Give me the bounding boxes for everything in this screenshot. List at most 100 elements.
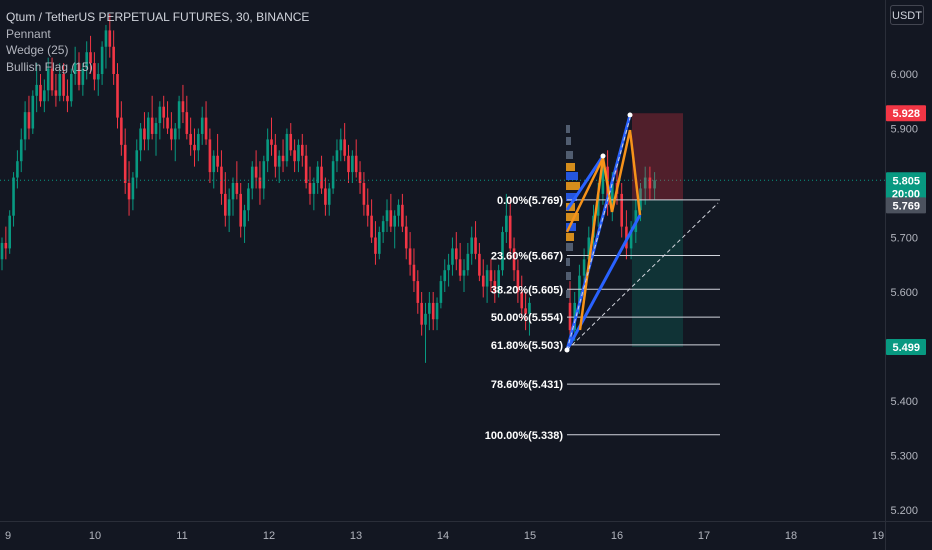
pattern-pennant-leg [628, 129, 642, 216]
candle [177, 101, 181, 129]
candle [331, 161, 335, 189]
volume-profile-bar [566, 182, 580, 190]
candle [362, 183, 366, 205]
pattern-flag-top [565, 155, 605, 211]
candle [512, 248, 516, 271]
pattern-pennant-leg [578, 157, 605, 331]
pattern-pennant-leg [610, 129, 632, 213]
candle [451, 248, 454, 265]
candle [197, 133, 200, 151]
currency-selector[interactable]: USDT [890, 5, 924, 25]
candle [596, 193, 600, 216]
candle [104, 30, 108, 47]
candle [127, 183, 131, 200]
candle [520, 292, 524, 309]
x-tick-label: 13 [350, 530, 362, 542]
price-tag-label: 5.499 [892, 342, 920, 354]
candle [116, 74, 119, 118]
price-tag [886, 197, 926, 214]
candle [516, 270, 520, 292]
candle [12, 177, 15, 216]
candle [277, 155, 281, 167]
fib-level-label: 78.60%(5.431) [491, 379, 563, 391]
candle [648, 177, 652, 189]
y-tick-label: 5.400 [890, 396, 918, 408]
indicator-pennant[interactable]: Pennant [6, 26, 51, 41]
candle [150, 117, 154, 134]
candle [474, 237, 477, 254]
candle [378, 232, 381, 254]
volume-profile-bar [566, 233, 574, 241]
y-tick-label: 5.200 [890, 505, 918, 517]
x-tick-label: 10 [89, 530, 101, 542]
candle [35, 84, 38, 96]
candle [112, 46, 115, 74]
candle [123, 144, 127, 183]
candle [147, 117, 150, 140]
volume-profile-bar [566, 151, 573, 159]
price-tag [886, 172, 926, 189]
candle [568, 302, 572, 331]
candle [381, 221, 385, 233]
pattern-dashed-trend [566, 117, 631, 351]
y-tick-label: 5.300 [890, 451, 918, 463]
candle [243, 210, 246, 227]
candle [420, 302, 423, 325]
candle [466, 253, 470, 271]
candle [85, 52, 88, 69]
candle [235, 183, 239, 194]
candle [54, 90, 58, 96]
candle [39, 84, 42, 102]
fib-level-label: 0.00%(5.769) [497, 195, 563, 207]
candle [200, 117, 204, 134]
candle [404, 226, 408, 249]
x-tick-label: 14 [437, 530, 449, 542]
x-tick-label: 16 [611, 530, 623, 542]
candle [385, 210, 389, 222]
candle [270, 139, 273, 145]
candle [316, 166, 319, 183]
candle [435, 302, 439, 320]
candle [31, 95, 35, 129]
candle [611, 183, 614, 205]
candle [274, 144, 277, 167]
candle [162, 106, 165, 118]
fib-level-label: 23.60%(5.667) [491, 250, 563, 262]
candle [293, 150, 296, 162]
x-tick-label: 11 [176, 530, 187, 542]
price-tag [886, 339, 926, 356]
candle [304, 155, 308, 183]
indicator-bullish-flag[interactable]: Bullish Flag (15) [6, 59, 93, 74]
drawings-layer: 0.00%(5.769) 23.60%(5.667) 38.20%(5.605) 50… [0, 112, 885, 442]
candle [77, 63, 81, 85]
symbol-title[interactable]: Qtum / TetherUS PERPETUAL FUTURES, 30, B… [6, 10, 310, 24]
candle [70, 74, 73, 102]
candle [481, 275, 485, 287]
candle [297, 144, 300, 162]
candle [312, 183, 316, 194]
candle [139, 128, 142, 151]
candle [493, 281, 497, 292]
candle [216, 155, 219, 167]
candle [258, 177, 262, 189]
candle [308, 183, 312, 194]
candle [120, 117, 123, 145]
indicator-wedge[interactable]: Wedge (25) [6, 43, 69, 57]
fib-level-label: 50.00%(5.554) [491, 312, 563, 324]
x-tick-label: 9 [5, 530, 11, 542]
candle [501, 232, 504, 271]
candle [431, 302, 435, 320]
candle [366, 204, 370, 216]
candle [497, 270, 500, 292]
pattern-wedge-lower [565, 214, 642, 351]
candle [401, 204, 404, 227]
candle [485, 270, 489, 287]
candle [170, 128, 173, 140]
candle [428, 302, 431, 314]
candle [335, 150, 339, 162]
candle [439, 281, 443, 303]
